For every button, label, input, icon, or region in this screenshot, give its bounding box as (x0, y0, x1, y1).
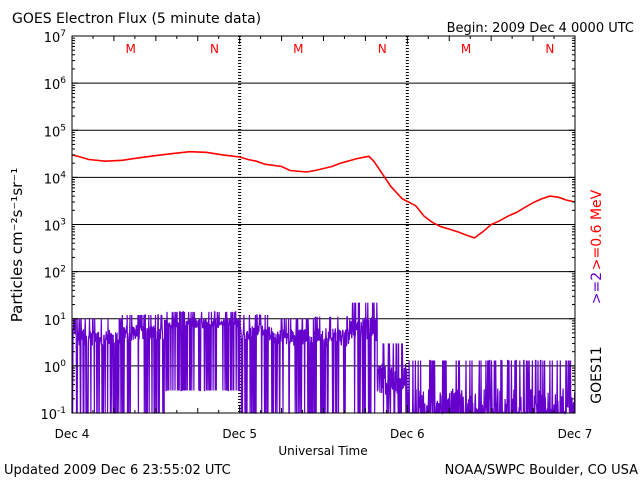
data-source: NOAA/SWPC Boulder, CO USA (445, 463, 638, 478)
y-tick-label: 102 (44, 265, 66, 282)
energy-label-low: >=2 (589, 272, 605, 304)
y-tick-labels: 10-1 100 101 102 103 104 105 106 107 (40, 29, 66, 423)
x-tick-labels: Dec 4 Dec 5 Dec 6 Dec 7 (55, 427, 593, 441)
marker-m: M (461, 42, 471, 56)
y-tick-label: 106 (44, 76, 67, 93)
x-tick-label: Dec 6 (390, 427, 425, 441)
begin-time: Begin: 2009 Dec 4 0000 UTC (447, 21, 634, 36)
y-tick-label: 105 (44, 123, 66, 140)
marker-n: N (378, 42, 387, 56)
y-tick-label: 103 (44, 218, 66, 235)
series-line-high-energy (71, 150, 576, 239)
x-tick-label: Dec 7 (558, 427, 593, 441)
y-axis-label: Particles cm⁻²s⁻¹sr⁻¹ (8, 168, 26, 322)
axis-ticks (71, 35, 576, 414)
series-group (71, 150, 576, 416)
right-side-labels: >=0.6 MeV >=2 GOES11 (589, 189, 605, 403)
marker-n: N (545, 42, 554, 56)
marker-n: N (210, 42, 219, 56)
energy-label-high: >=0.6 MeV (589, 189, 605, 270)
x-tick-label: Dec 5 (222, 427, 257, 441)
chart-title: GOES Electron Flux (5 minute data) (12, 11, 261, 27)
y-tick-label: 10-1 (40, 406, 66, 423)
y-tick-label: 100 (44, 359, 67, 376)
y-tick-label: 107 (44, 29, 66, 46)
marker-m: M (293, 42, 303, 56)
marker-m: M (126, 42, 136, 56)
y-tick-label: 101 (44, 312, 66, 329)
updated-timestamp: Updated 2009 Dec 6 23:55:02 UTC (4, 463, 231, 478)
x-tick-label: Dec 4 (55, 427, 90, 441)
y-tick-label: 104 (44, 170, 67, 187)
x-axis-label: Universal Time (278, 444, 367, 458)
satellite-label: GOES11 (589, 346, 605, 403)
